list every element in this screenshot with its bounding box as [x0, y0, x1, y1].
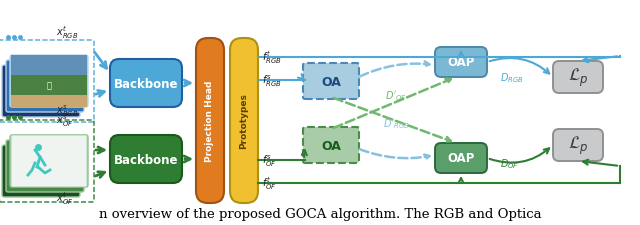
FancyBboxPatch shape [303, 64, 359, 99]
Text: Backbone: Backbone [114, 77, 179, 90]
Text: $x^t_{OF}$: $x^t_{OF}$ [56, 190, 74, 207]
FancyBboxPatch shape [11, 135, 87, 187]
FancyBboxPatch shape [196, 39, 224, 203]
FancyBboxPatch shape [230, 39, 258, 203]
Text: OA: OA [321, 139, 341, 152]
Text: $D_{RGB}$: $D_{RGB}$ [500, 71, 524, 85]
Text: $x^s_{RGB}$: $x^s_{RGB}$ [56, 103, 78, 118]
FancyBboxPatch shape [10, 135, 88, 187]
FancyBboxPatch shape [110, 60, 182, 108]
FancyBboxPatch shape [11, 96, 87, 108]
Text: $\mathcal{L}_p$: $\mathcal{L}_p$ [568, 67, 588, 89]
FancyBboxPatch shape [10, 56, 88, 108]
Text: $x^s_{OF}$: $x^s_{OF}$ [56, 113, 74, 128]
FancyBboxPatch shape [2, 145, 80, 197]
Text: OA: OA [321, 75, 341, 88]
Text: $D'_{RGB}$: $D'_{RGB}$ [383, 117, 410, 130]
Text: OAP: OAP [447, 56, 475, 69]
FancyBboxPatch shape [553, 62, 603, 94]
FancyBboxPatch shape [11, 56, 87, 76]
FancyBboxPatch shape [110, 135, 182, 183]
FancyBboxPatch shape [435, 48, 487, 78]
Text: Prototypes: Prototypes [239, 93, 248, 149]
Text: n overview of the proposed GOCA algorithm. The RGB and Optica: n overview of the proposed GOCA algorith… [99, 208, 541, 220]
Text: Projection Head: Projection Head [205, 81, 214, 162]
FancyBboxPatch shape [553, 129, 603, 161]
Text: OAP: OAP [447, 152, 475, 165]
FancyBboxPatch shape [6, 140, 84, 192]
Text: $f^t_{OF}$: $f^t_{OF}$ [262, 175, 276, 191]
Text: $D_{OF}$: $D_{OF}$ [500, 156, 519, 170]
Text: Backbone: Backbone [114, 153, 179, 166]
FancyBboxPatch shape [6, 61, 84, 112]
FancyBboxPatch shape [11, 76, 87, 96]
Text: $f^s_{RGB}$: $f^s_{RGB}$ [262, 73, 282, 88]
Text: $\mathcal{L}_p$: $\mathcal{L}_p$ [568, 134, 588, 156]
FancyBboxPatch shape [435, 143, 487, 173]
Text: $x^t_{RGB}$: $x^t_{RGB}$ [56, 25, 78, 41]
Text: $f^t_{RGB}$: $f^t_{RGB}$ [262, 49, 282, 66]
FancyBboxPatch shape [2, 66, 80, 117]
Text: ⚾: ⚾ [47, 81, 51, 90]
Text: $D'_{OF}$: $D'_{OF}$ [385, 89, 407, 102]
Text: $f^s_{OF}$: $f^s_{OF}$ [262, 153, 276, 168]
FancyBboxPatch shape [303, 127, 359, 163]
